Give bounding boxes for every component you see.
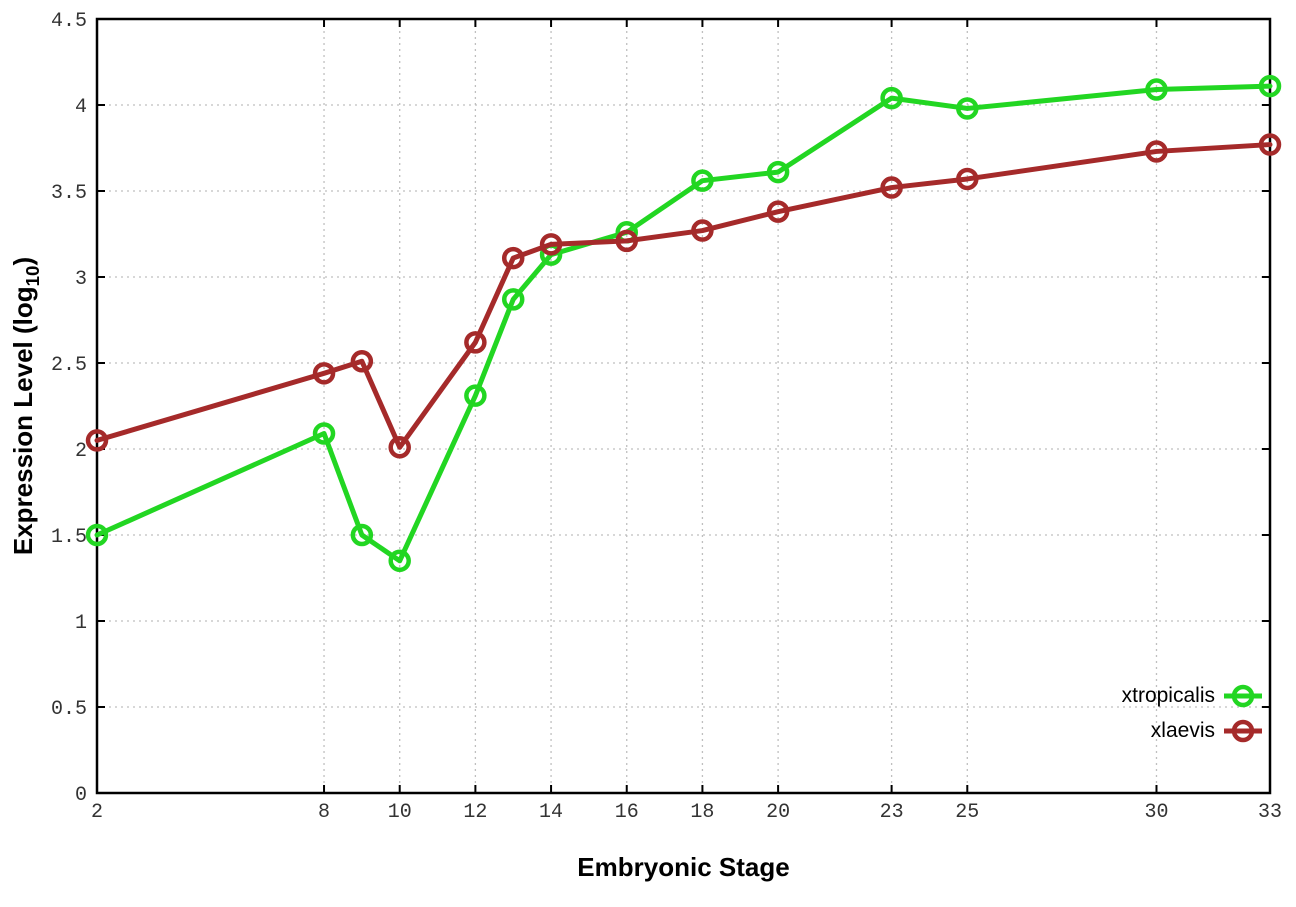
series-point-xlaevis [539, 233, 563, 256]
series-point-xlaevis [615, 229, 638, 253]
x-tick-label: 25 [955, 801, 979, 824]
series-point-xlaevis [350, 350, 374, 373]
series-point-xlaevis [1258, 133, 1282, 156]
series-point-xtropicalis [388, 549, 411, 573]
y-axis-title-suffix: ) [8, 256, 39, 266]
series-point-xtropicalis [766, 160, 790, 184]
series-point-xtropicalis [464, 384, 487, 407]
y-tick-label: 4.5 [51, 10, 87, 33]
series-point-xtropicalis [1145, 78, 1168, 101]
x-tick-label: 14 [539, 801, 563, 824]
series-point-xtropicalis [691, 169, 714, 192]
y-tick-label: 1.5 [51, 526, 87, 549]
series-point-xlaevis [312, 362, 336, 385]
legend-label-xtropicalis: xtropicalis [1121, 683, 1215, 707]
y-tick-label: 1 [75, 612, 87, 635]
series-point-xlaevis [766, 200, 790, 223]
series-line-xtropicalis [94, 83, 1273, 564]
plot-border [95, 17, 1272, 795]
x-tick-label: 8 [318, 801, 330, 824]
legend: xtropicalis xlaevis [1122, 678, 1262, 748]
x-tick-label: 23 [880, 801, 904, 824]
y-axis-title-prefix: Expression Level (log [8, 286, 39, 556]
legend-sample-point [1231, 684, 1255, 707]
y-axis-title: Expression Level (log10) [8, 257, 44, 555]
series-point-xtropicalis [956, 97, 979, 120]
series-point-xlaevis [1145, 140, 1168, 163]
x-tick-label: 30 [1144, 801, 1168, 824]
y-tick-label: 3.5 [51, 182, 87, 205]
x-axis-title: Embryonic Stage [577, 852, 790, 882]
series-point-xlaevis [501, 246, 525, 270]
x-tick-label: 10 [388, 801, 412, 824]
series-point-xlaevis [956, 167, 979, 191]
x-tick-label: 16 [615, 801, 639, 824]
x-tick-label: 12 [463, 801, 487, 824]
series-point-xtropicalis [350, 523, 374, 547]
series-point-xlaevis [85, 429, 109, 452]
y-tick-label: 2.5 [51, 354, 87, 377]
series-point-xtropicalis [501, 288, 525, 311]
y-tick-label: 4 [75, 96, 87, 119]
series-line-xlaevis [94, 142, 1273, 450]
legend-label-xlaevis: xlaevis [1150, 718, 1215, 742]
series-point-xtropicalis [85, 523, 109, 547]
series-point-xtropicalis [880, 86, 903, 110]
legend-sample-point [1231, 719, 1255, 742]
x-tick-label: 18 [690, 801, 714, 824]
legend-item-xtropicalis: xtropicalis [1122, 678, 1262, 713]
y-tick-label: 3 [75, 268, 87, 291]
x-tick-label: 2 [91, 801, 103, 824]
y-tick-label: 2 [75, 440, 87, 463]
y-tick-label: 0.5 [51, 698, 87, 721]
series-point-xtropicalis [312, 422, 336, 445]
y-axis-title-subscript: 10 [21, 265, 43, 287]
series-point-xlaevis [691, 219, 714, 242]
series-point-xlaevis [464, 331, 487, 354]
series-point-xtropicalis [1258, 74, 1282, 98]
x-tick-label: 20 [766, 801, 790, 824]
legend-marker-icon-xlaevis [1224, 719, 1262, 742]
legend-item-xlaevis: xlaevis [1151, 713, 1262, 748]
x-tick-label: 33 [1258, 801, 1282, 824]
series-point-xlaevis [880, 176, 903, 199]
y-tick-label: 0 [75, 784, 87, 807]
legend-marker-icon-xtropicalis [1224, 684, 1262, 707]
series-point-xlaevis [388, 436, 411, 459]
